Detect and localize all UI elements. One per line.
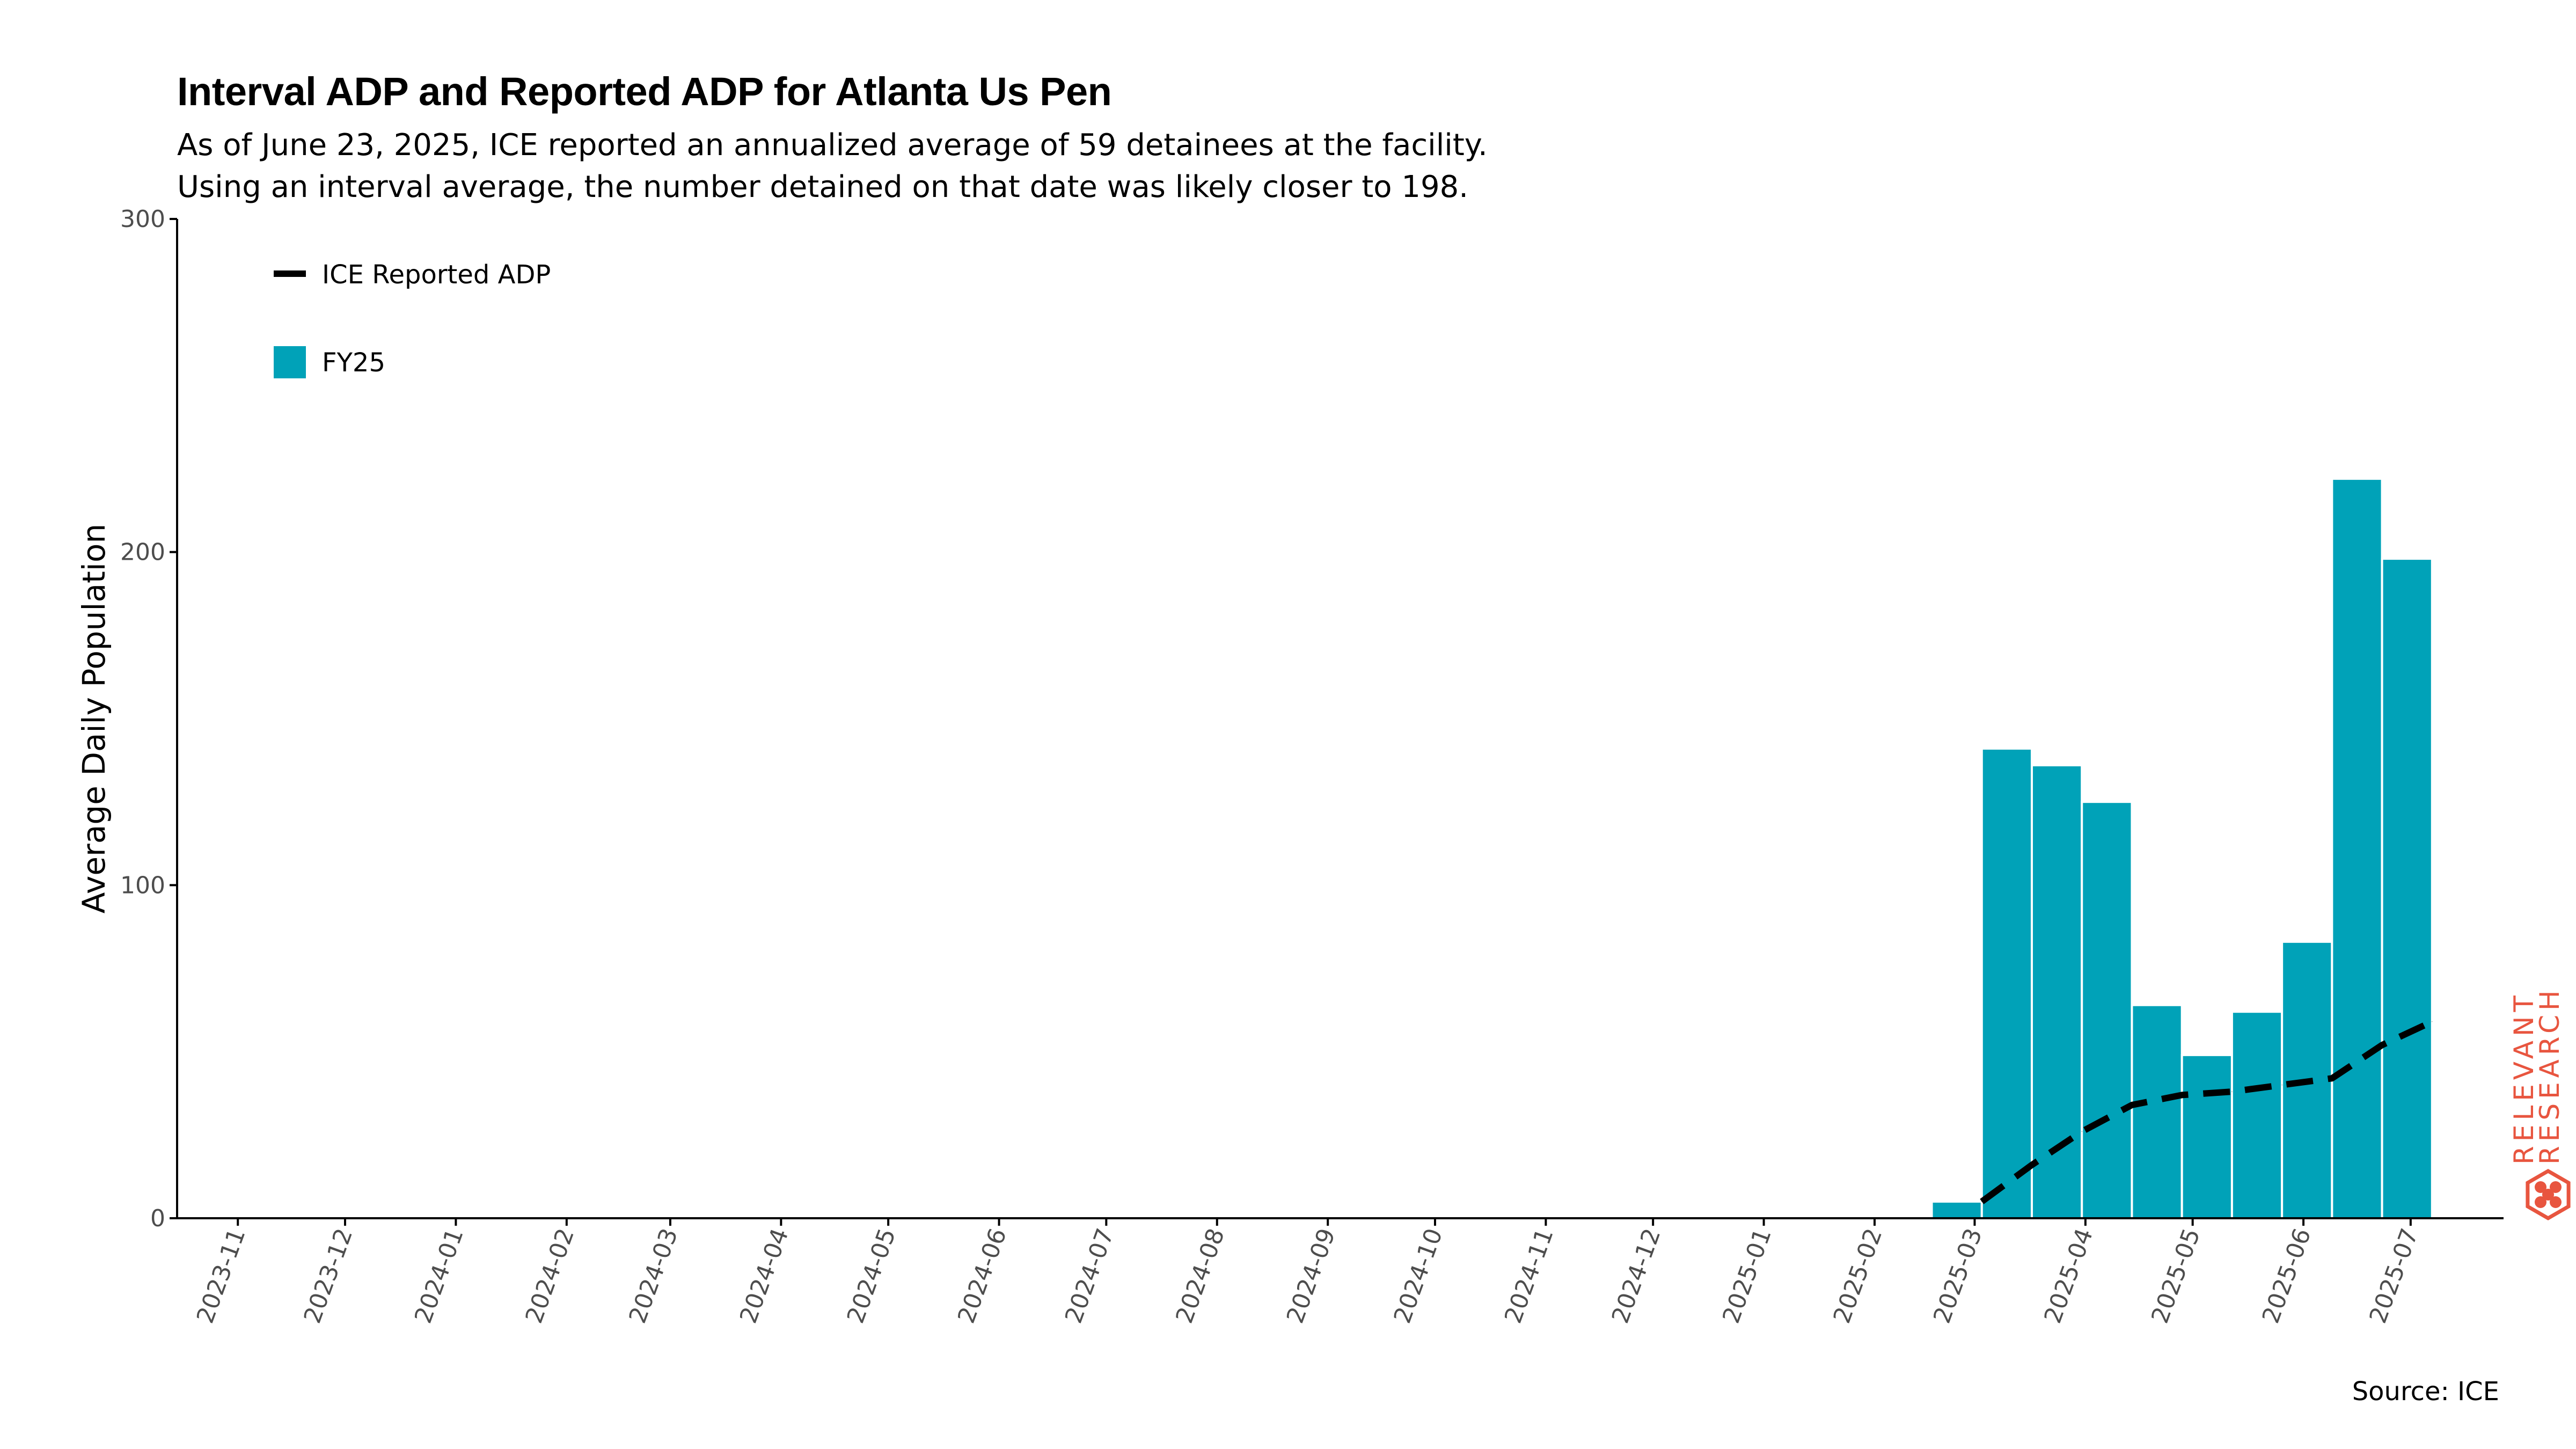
subtitle-line-1: As of June 23, 2025, ICE reported an ann… [177,128,1488,163]
x-tick-label-2025-07: 2025-07 [2364,1225,2424,1327]
bars-layer [1930,478,2433,1219]
x-tick-label-2025-02: 2025-02 [1828,1225,1888,1327]
x-tick-label-2023-11: 2023-11 [192,1225,251,1327]
source-note: Source: ICE [2352,1377,2499,1407]
x-tick-label-2024-11: 2024-11 [1499,1225,1559,1327]
bar-2025-03-03 [1980,747,2033,1219]
x-tick-label-2023-12: 2023-12 [299,1225,358,1327]
x-tick-label-2024-02: 2024-02 [520,1225,580,1327]
x-tick-label-2024-03: 2024-03 [624,1225,683,1327]
bar-2025-02-17 [1930,1200,1983,1219]
logo-hexagon-icon [2526,1168,2571,1221]
legend-label-fy25: FY25 [322,348,385,378]
x-tick-label-2025-06: 2025-06 [2257,1225,2317,1327]
x-tick-label-2025-05: 2025-05 [2146,1225,2206,1327]
y-tick-label-0: 0 [150,1205,165,1232]
x-tick-label-2025-03: 2025-03 [1928,1225,1988,1327]
bar-2025-04-28 [2180,1053,2233,1219]
legend-label-ice-reported-adp: ICE Reported ADP [322,260,551,290]
y-axis-title: Average Daily Population [76,524,112,914]
subtitle-line-2: Using an interval average, the number de… [177,170,1469,204]
x-tick-label-2024-10: 2024-10 [1388,1225,1448,1327]
x-tick-label-2024-05: 2024-05 [842,1225,902,1327]
x-tick-label-2024-08: 2024-08 [1170,1225,1230,1327]
bar-2025-06-23 [2381,558,2433,1219]
logo-dot-3 [2550,1196,2562,1208]
legend-bar-swatch [274,346,306,378]
logo-dot-4 [2542,1189,2554,1201]
logo-dot-0 [2535,1181,2546,1193]
line-layer [1980,1019,2434,1204]
x-tick-label-2024-12: 2024-12 [1607,1225,1666,1327]
x-tick-label-2024-04: 2024-04 [735,1225,794,1327]
x-tick-label-2025-01: 2025-01 [1717,1225,1777,1327]
legend: ICE Reported ADP FY25 [274,260,551,378]
bar-2025-04-14 [2131,1004,2183,1219]
y-tick-label-300: 300 [120,206,165,233]
chart-subtitle: As of June 23, 2025, ICE reported an ann… [177,125,1488,208]
logo-dot-1 [2550,1181,2562,1193]
bar-2025-03-31 [2081,801,2133,1219]
x-tick-label-2024-01: 2024-01 [409,1225,469,1327]
ice-reported-adp-line [1980,1019,2434,1204]
bar-2025-05-12 [2230,1011,2284,1219]
x-tick-label-2025-04: 2025-04 [2039,1225,2098,1327]
y-tick-label-200: 200 [120,539,165,566]
logo-text-research: RESEARCH [2534,986,2565,1165]
logo-dot-2 [2535,1196,2546,1208]
bar-2025-06-09 [2331,478,2383,1219]
x-tick-label-2024-06: 2024-06 [953,1225,1012,1327]
y-tick-label-100: 100 [120,872,165,899]
x-tick-label-2024-09: 2024-09 [1282,1225,1341,1327]
x-tick-label-2024-07: 2024-07 [1060,1225,1119,1327]
line-point-2025-03-03 [1981,1201,1982,1202]
logo-text-relevant: RELEVANT [2508,991,2540,1165]
chart-title: Interval ADP and Reported ADP for Atlant… [177,69,1112,114]
